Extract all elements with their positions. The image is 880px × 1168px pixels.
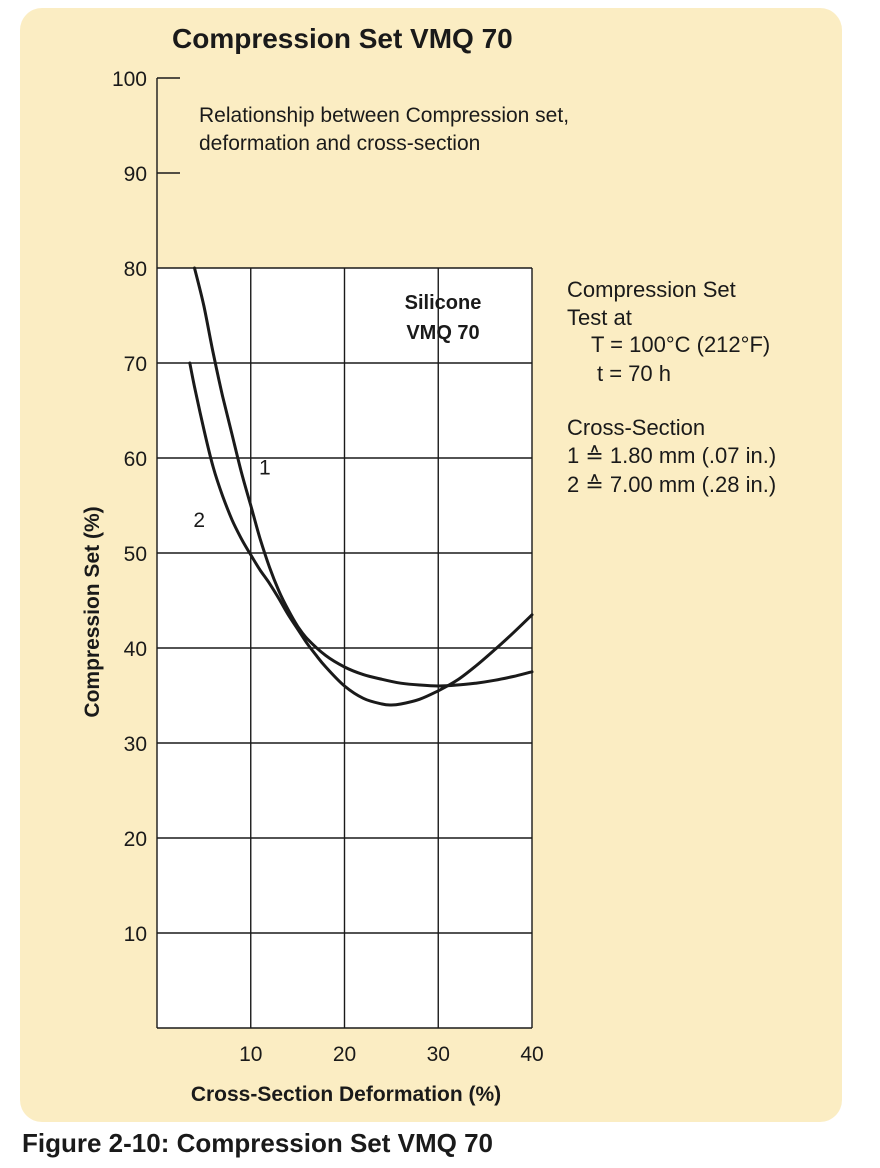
y-tick-label-80: 80: [124, 258, 147, 281]
legend-test-title: Compression Set: [567, 277, 736, 302]
legend-cross-item-2: 2 ≙ 7.00 mm (.28 in.): [567, 472, 776, 497]
y-tick-label-60: 60: [124, 448, 147, 471]
y-tick-label-20: 20: [124, 828, 147, 851]
y-tick-label-30: 30: [124, 733, 147, 756]
series-label-2: 2: [193, 509, 205, 532]
x-axis-label: Cross-Section Deformation (%): [191, 1083, 501, 1106]
legend-cross-item-1: 1 ≙ 1.80 mm (.07 in.): [567, 443, 776, 468]
chart-title: Compression Set VMQ 70: [172, 23, 513, 54]
chart-subtitle-line-2: deformation and cross-section: [199, 132, 480, 155]
inset-label-grade: VMQ 70: [406, 322, 479, 344]
legend-time: t = 70 h: [597, 361, 671, 386]
y-tick-label-100: 100: [112, 68, 147, 91]
y-tick-label-10: 10: [124, 923, 147, 946]
x-tick-label-40: 40: [520, 1043, 543, 1066]
y-tick-label-70: 70: [124, 353, 147, 376]
legend-temperature: T = 100°C (212°F): [591, 332, 770, 357]
series-line-2: [188, 361, 534, 707]
y-tick-label-90: 90: [124, 163, 147, 186]
figure-caption: Figure 2-10: Compression Set VMQ 70: [22, 1128, 494, 1158]
x-tick-label-30: 30: [427, 1043, 450, 1066]
inset-label-material: Silicone: [405, 292, 482, 314]
series-line-1: [193, 266, 534, 688]
series-label-1: 1: [259, 457, 271, 480]
legend-cross-title: Cross-Section: [567, 415, 705, 440]
x-tick-label-10: 10: [239, 1043, 262, 1066]
chart-subtitle-line-1: Relationship between Compression set,: [199, 104, 569, 127]
y-axis-label: Compression Set (%): [81, 506, 104, 717]
x-tick-label-20: 20: [333, 1043, 356, 1066]
y-tick-label-40: 40: [124, 638, 147, 661]
y-tick-label-50: 50: [124, 543, 147, 566]
legend-test-sub: Test at: [567, 305, 632, 330]
compression-set-chart: 10 20 30 40 50 60 70 80 90 100 10 20 30 40 Compressi…: [81, 23, 776, 1106]
